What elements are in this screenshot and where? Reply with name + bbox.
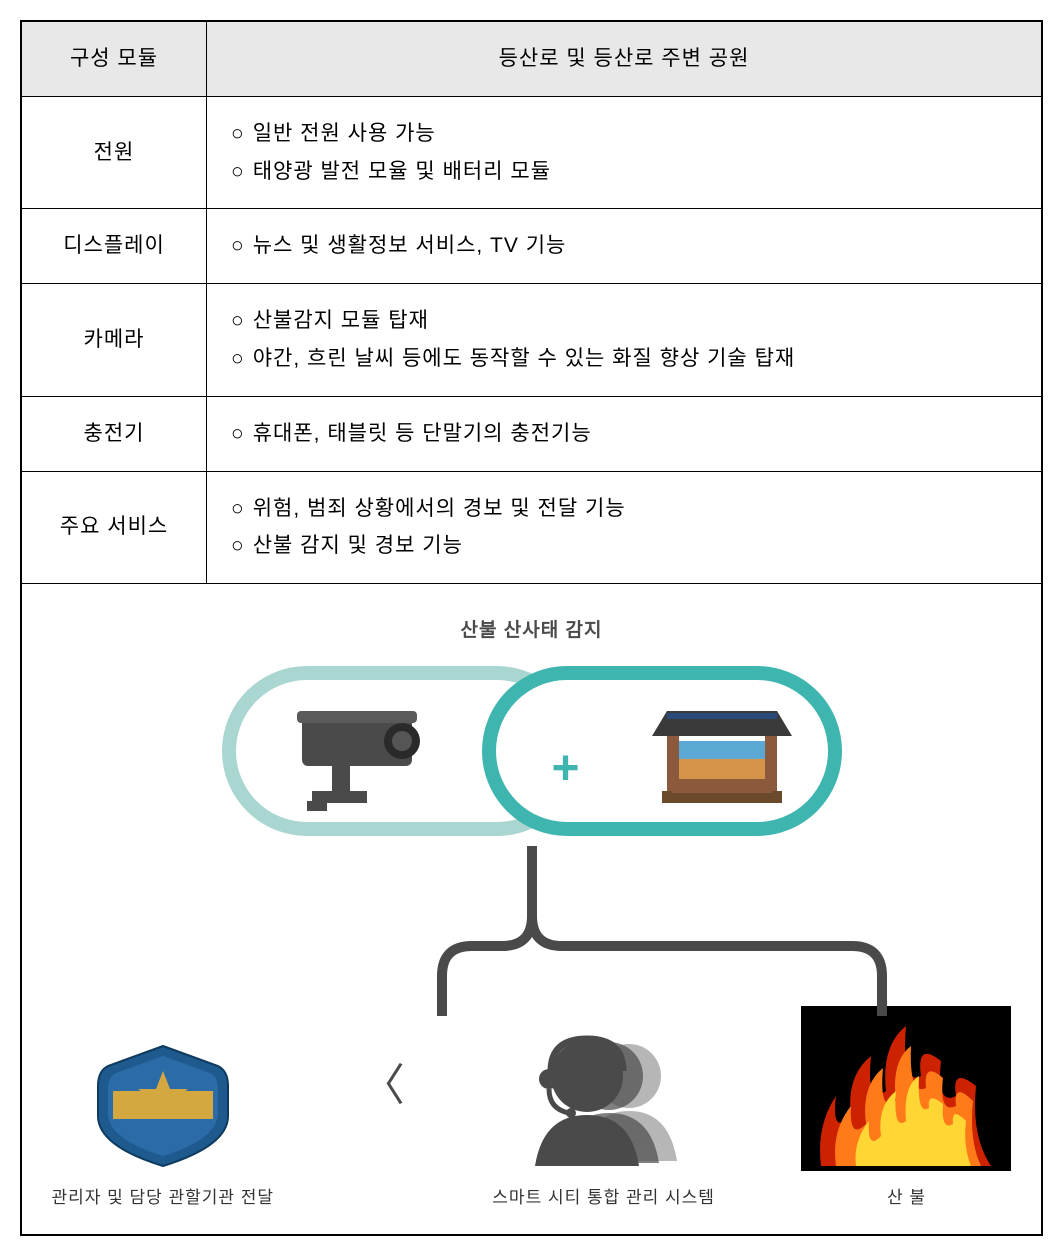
bullet-text: 야간, 흐린 날씨 등에도 동작할 수 있는 화질 향상 기술 탑재 xyxy=(253,340,796,378)
bullet-icon: ○ xyxy=(231,415,245,453)
header-col1: 구성 모듈 xyxy=(22,22,207,97)
bullet-icon: ○ xyxy=(231,227,245,265)
bullet-text: 산불 감지 및 경보 기능 xyxy=(253,527,463,565)
operator-label: 스마트 시티 통합 관리 시스템 xyxy=(492,1183,715,1214)
row-label: 전원 xyxy=(22,96,207,209)
bullet-line: ○산불 감지 및 경보 기능 xyxy=(231,527,1017,565)
row-label: 디스플레이 xyxy=(22,209,207,284)
bullet-icon: ○ xyxy=(231,115,245,153)
plus-icon: + xyxy=(552,726,581,812)
row-content: ○뉴스 및 생활정보 서비스, TV 기능 xyxy=(207,209,1042,284)
row-content: ○위험, 범죄 상황에서의 경보 및 전달 기능○산불 감지 및 경보 기능 xyxy=(207,471,1042,584)
bullet-line: ○휴대폰, 태블릿 등 단말기의 충전기능 xyxy=(231,415,1017,453)
bullet-icon: ○ xyxy=(231,302,245,340)
bullet-line: ○위험, 범죄 상황에서의 경보 및 전달 기능 xyxy=(231,490,1017,528)
bullet-text: 뉴스 및 생활정보 서비스, TV 기능 xyxy=(253,227,567,265)
row-content: ○산불감지 모듈 탑재○야간, 흐린 날씨 등에도 동작할 수 있는 화질 향상… xyxy=(207,284,1042,397)
police-badge-item: 관리자 및 담당 관할기관 전달 xyxy=(52,1041,275,1214)
bullet-icon: ○ xyxy=(231,527,245,565)
arrow-left-icon: 〈 xyxy=(361,1046,406,1125)
bullet-icon: ○ xyxy=(231,340,245,378)
diagram-title: 산불 산사태 감지 xyxy=(461,614,603,648)
top-pills: + xyxy=(222,666,842,846)
bullet-text: 위험, 범죄 상황에서의 경보 및 전달 기능 xyxy=(253,490,626,528)
bullet-line: ○산불감지 모듈 탑재 xyxy=(231,302,1017,340)
table-row: 충전기 ○휴대폰, 태블릿 등 단말기의 충전기능 xyxy=(22,396,1042,471)
police-badge-icon xyxy=(88,1041,238,1171)
row-content: ○휴대폰, 태블릿 등 단말기의 충전기능 xyxy=(207,396,1042,471)
bullet-icon: ○ xyxy=(231,490,245,528)
row-label: 카메라 xyxy=(22,284,207,397)
table-row: 전원○일반 전원 사용 가능○태양광 발전 모율 및 배터리 모듈 xyxy=(22,96,1042,209)
fire-label: 산 불 xyxy=(887,1183,926,1214)
smart-pavilion-icon xyxy=(642,701,802,811)
module-table-container: 구성 모듈 등산로 및 등산로 주변 공원 전원○일반 전원 사용 가능○태양광… xyxy=(20,20,1043,1236)
bullet-icon: ○ xyxy=(231,153,245,191)
module-table: 구성 모듈 등산로 및 등산로 주변 공원 전원○일반 전원 사용 가능○태양광… xyxy=(21,21,1042,1235)
bullet-text: 일반 전원 사용 가능 xyxy=(253,115,436,153)
bullet-line: ○태양광 발전 모율 및 배터리 모듈 xyxy=(231,153,1017,191)
table-row: 디스플레이 ○뉴스 및 생활정보 서비스, TV 기능 xyxy=(22,209,1042,284)
operator-item: 스마트 시티 통합 관리 시스템 xyxy=(492,1021,715,1214)
header-col2: 등산로 및 등산로 주변 공원 xyxy=(207,22,1042,97)
bullet-text: 산불감지 모듈 탑재 xyxy=(253,302,429,340)
table-body: 전원○일반 전원 사용 가능○태양광 발전 모율 및 배터리 모듈디스플레이○뉴… xyxy=(22,96,1042,583)
bullet-text: 휴대폰, 태블릿 등 단말기의 충전기능 xyxy=(253,415,592,453)
bullet-line: ○일반 전원 사용 가능 xyxy=(231,115,1017,153)
table-row: 주요 서비스○위험, 범죄 상황에서의 경보 및 전달 기능○산불 감지 및 경… xyxy=(22,471,1042,584)
bullet-line: ○뉴스 및 생활정보 서비스, TV 기능 xyxy=(231,227,1017,265)
table-row: 카메라○산불감지 모듈 탑재○야간, 흐린 날씨 등에도 동작할 수 있는 화질… xyxy=(22,284,1042,397)
connector-lines xyxy=(52,846,1012,1046)
bullet-text: 태양광 발전 모율 및 배터리 모듈 xyxy=(253,153,551,191)
row-label: 충전기 xyxy=(22,396,207,471)
cctv-camera-icon xyxy=(282,706,442,816)
row-label: 주요 서비스 xyxy=(22,471,207,584)
diagram-cell: 산불 산사태 감지 xyxy=(22,584,1042,1235)
row-content: ○일반 전원 사용 가능○태양광 발전 모율 및 배터리 모듈 xyxy=(207,96,1042,209)
police-label: 관리자 및 담당 관할기관 전달 xyxy=(52,1183,275,1214)
bullet-line: ○야간, 흐린 날씨 등에도 동작할 수 있는 화질 향상 기술 탑재 xyxy=(231,340,1017,378)
